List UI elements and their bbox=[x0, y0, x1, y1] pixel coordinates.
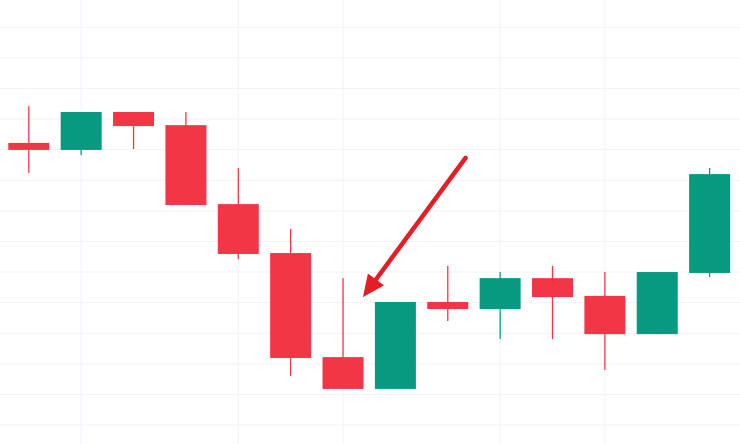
candle-bullish bbox=[374, 302, 416, 389]
annotations bbox=[362, 155, 468, 298]
candle-bullish bbox=[479, 272, 521, 340]
candle-body bbox=[427, 302, 469, 310]
arrow-annotation bbox=[362, 155, 468, 298]
candle-bearish bbox=[322, 278, 364, 389]
candle-bearish bbox=[270, 228, 312, 377]
candle-body bbox=[479, 278, 521, 310]
candle-body bbox=[636, 272, 678, 335]
candles bbox=[8, 106, 731, 389]
candle-body bbox=[374, 302, 416, 389]
arrow-shaft bbox=[373, 155, 468, 282]
candle-body bbox=[322, 357, 364, 389]
candle-body bbox=[270, 253, 312, 359]
candle-body bbox=[217, 204, 259, 254]
candle-bearish bbox=[217, 167, 259, 260]
candle-body bbox=[584, 295, 626, 335]
candle-bullish bbox=[60, 111, 102, 156]
candle-bullish bbox=[689, 167, 731, 277]
arrow-head-icon bbox=[362, 273, 385, 298]
candle-bearish bbox=[427, 265, 469, 321]
candle-body bbox=[532, 278, 574, 298]
candle-bearish bbox=[165, 111, 207, 206]
candle-bearish bbox=[8, 106, 50, 173]
candle-bearish bbox=[113, 111, 155, 150]
candle-body bbox=[689, 174, 731, 273]
candle-body bbox=[8, 142, 50, 150]
candle-bearish bbox=[584, 272, 626, 370]
candle-bearish bbox=[532, 265, 574, 340]
candle-body bbox=[113, 111, 155, 127]
candle-bullish bbox=[636, 272, 678, 335]
candle-body bbox=[165, 125, 207, 206]
candle-body bbox=[60, 111, 102, 150]
